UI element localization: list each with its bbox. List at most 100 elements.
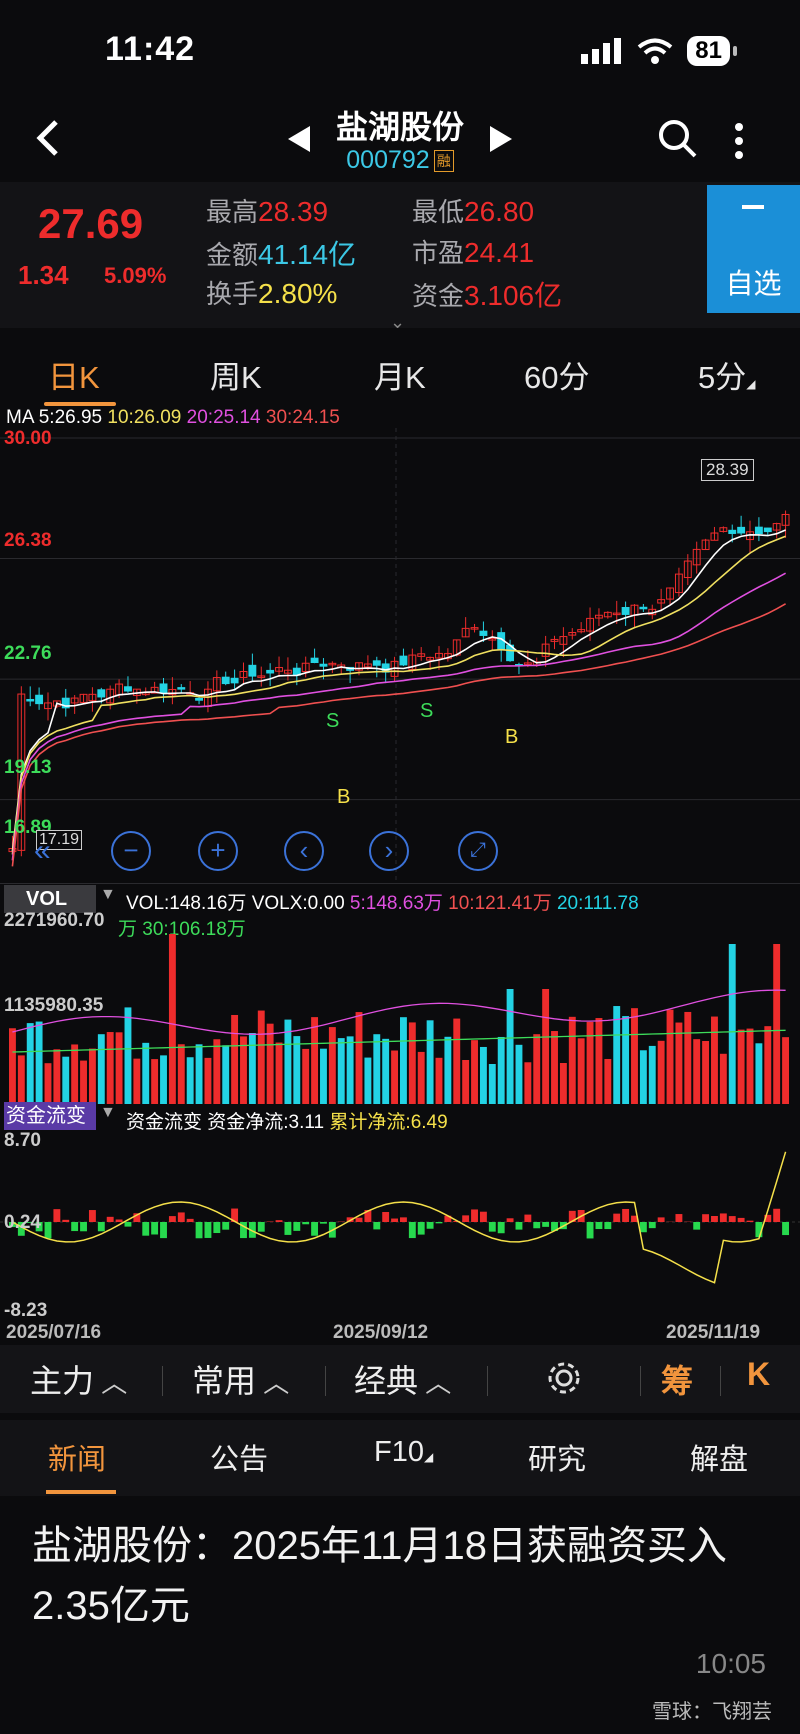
tab-research[interactable]: 研究	[528, 1444, 587, 1476]
tab-f10[interactable]: F10◢	[374, 1436, 433, 1469]
candlestick-chart[interactable]	[0, 428, 800, 882]
fund-flow-chart[interactable]	[0, 1130, 800, 1320]
volume-bar	[604, 1058, 612, 1104]
settings-button[interactable]	[546, 1360, 582, 1401]
back-button[interactable]	[32, 118, 72, 168]
prev-stock-button[interactable]	[288, 126, 310, 152]
volume-bar	[719, 1053, 727, 1104]
volume-bar	[675, 1022, 683, 1104]
volume-bar	[782, 1037, 789, 1104]
volume-bar	[639, 1050, 647, 1104]
prev-icon[interactable]: ‹	[284, 831, 324, 871]
fund-bar	[631, 1215, 638, 1222]
candle-body	[461, 627, 470, 638]
news-headline[interactable]: 盐湖股份：2025年11月18日获融资买入2.35亿元	[32, 1524, 727, 1628]
candle-body	[319, 663, 328, 667]
candle-body	[674, 573, 683, 594]
candle-body	[195, 697, 203, 701]
next-icon[interactable]: ›	[369, 831, 409, 871]
volume-bar	[186, 1057, 194, 1104]
chip-button[interactable]: 筹	[661, 1363, 694, 1399]
volume-bar	[444, 1036, 452, 1104]
tab-announcement[interactable]: 公告	[210, 1444, 269, 1476]
candle-body	[710, 532, 719, 541]
fund-bar	[373, 1222, 381, 1230]
fund-bar	[782, 1222, 789, 1236]
tab-analysis[interactable]: 解盘	[690, 1444, 749, 1476]
candle-body	[168, 688, 177, 696]
candle-body	[177, 687, 186, 690]
volume-bar	[488, 1063, 496, 1104]
toolbar-main[interactable]: 主力 ︿	[30, 1356, 127, 1402]
candle-body	[595, 614, 603, 619]
search-icon	[659, 120, 697, 158]
candle-body	[728, 529, 737, 534]
fund-bar	[675, 1214, 683, 1222]
volume-bar	[88, 1048, 96, 1104]
turnover-label: 换手	[206, 279, 259, 309]
minus-icon	[742, 205, 764, 209]
amount-value: 41.14亿	[258, 239, 357, 270]
back-double-icon[interactable]: «	[34, 834, 51, 867]
toolbar-common[interactable]: 常用 ︿	[192, 1356, 289, 1402]
toolbar-main-label: 主力	[30, 1363, 95, 1399]
candle-body	[44, 702, 52, 710]
toolbar-common-label: 常用	[192, 1363, 257, 1399]
fund-bar	[62, 1219, 70, 1222]
news-tab-underline	[46, 1490, 116, 1494]
search-button[interactable]	[657, 118, 699, 165]
expand-chevron-icon[interactable]: ⌄	[390, 312, 406, 332]
volume-bar	[551, 1031, 558, 1104]
volume-bar	[391, 1050, 398, 1104]
fund-bar	[648, 1222, 656, 1229]
fund-bar	[471, 1209, 478, 1222]
candle-body	[479, 630, 488, 636]
fund-flow-tag[interactable]: 资金流变	[4, 1102, 96, 1130]
volume-bar	[613, 1006, 621, 1104]
candle-body	[212, 677, 221, 692]
candle-body	[355, 662, 363, 671]
more-vertical-icon	[735, 123, 743, 159]
vol-indicator-tag[interactable]: VOL	[4, 885, 96, 913]
tab-month-k[interactable]: 月K	[374, 360, 426, 395]
fund-bar	[195, 1222, 203, 1239]
fund-bar	[222, 1222, 230, 1230]
candle-body	[372, 660, 381, 666]
toolbar-classic[interactable]: 经典 ︿	[354, 1356, 451, 1402]
tab-day-k[interactable]: 日K	[48, 360, 100, 395]
zoom-out-icon[interactable]: −	[111, 831, 151, 871]
fund-bar	[320, 1222, 327, 1224]
tab-5min[interactable]: 5分◢	[698, 352, 755, 397]
vol-ma-line	[12, 1029, 786, 1053]
volume-bar	[746, 1028, 754, 1104]
candle-body	[639, 606, 648, 610]
next-stock-button[interactable]	[490, 126, 512, 152]
fund-bar	[746, 1220, 754, 1222]
vol-5: 5:148.63万	[349, 893, 443, 914]
fund-dropdown-icon[interactable]: ▼	[100, 1104, 116, 1121]
tab-news[interactable]: 新闻	[48, 1444, 107, 1476]
candle-body	[781, 513, 790, 526]
status-icons: 81	[581, 36, 737, 66]
candle-body	[399, 655, 408, 666]
candle-body	[692, 548, 701, 566]
volume-bar	[524, 1062, 532, 1104]
tab-60min[interactable]: 60分	[524, 360, 590, 395]
volume-bar	[382, 1038, 390, 1104]
tab-5min-label: 5分	[698, 360, 747, 395]
tab-week-k[interactable]: 周K	[210, 360, 262, 395]
fullscreen-icon[interactable]: ⤢	[458, 831, 498, 871]
fund-bar	[515, 1222, 523, 1230]
ma10-line	[11, 535, 786, 855]
volume-bar	[151, 1059, 159, 1104]
volume-chart[interactable]	[0, 912, 800, 1104]
vol-dropdown-icon[interactable]: ▼	[100, 886, 116, 903]
fund-bar	[177, 1212, 185, 1222]
fund-bar	[240, 1222, 247, 1239]
zoom-in-icon[interactable]: +	[198, 831, 238, 871]
fund-axis-bottom: -8.23	[4, 1300, 48, 1321]
ma20-value: 20:25.14	[186, 407, 261, 428]
k-button[interactable]: K	[747, 1356, 771, 1392]
more-button[interactable]	[732, 122, 746, 165]
candle-body	[230, 677, 239, 684]
